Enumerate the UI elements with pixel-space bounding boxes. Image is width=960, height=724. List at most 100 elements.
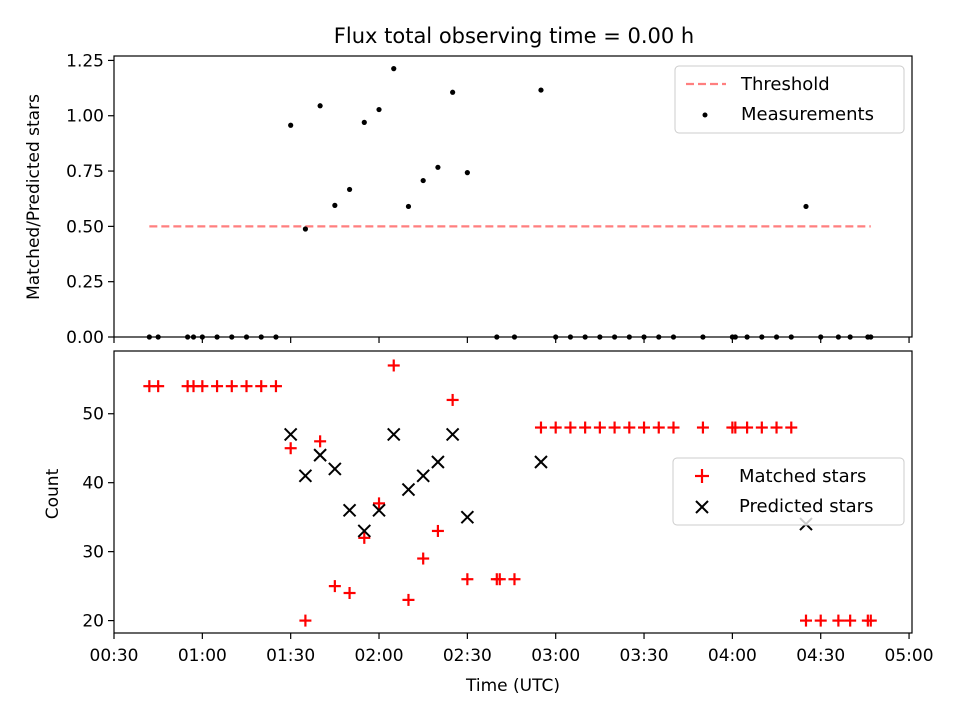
matched-star-point: [402, 593, 415, 606]
top-y-axis: 0.00 0.25 0.50 0.75 1.00 1.25: [66, 51, 114, 348]
predicted-star-point: [401, 482, 416, 497]
bottom-y-tick-label: 20: [82, 612, 104, 632]
predicted-star-point: [460, 510, 475, 524]
matched-star-point: [328, 580, 341, 593]
predicted-star-point: [416, 469, 430, 483]
bottom-y-tick-label: 30: [82, 543, 104, 563]
matched-star-point: [608, 421, 621, 434]
matched-star-point: [255, 380, 268, 393]
measurement-point: [464, 170, 470, 176]
measurements-legend-marker: [702, 112, 708, 118]
top-panel: 0.00 0.25 0.50 0.75 1.00 1.25 Matched/Predict…: [24, 51, 913, 348]
measurement-point: [803, 203, 809, 210]
matched-star-point: [564, 421, 577, 434]
matched-star-point: [593, 421, 606, 434]
matched-star-point: [755, 421, 768, 434]
matched-star-point: [864, 614, 877, 627]
measurement-point: [391, 66, 397, 72]
measurement-point: [288, 122, 294, 128]
matched-star-point: [770, 421, 783, 434]
measurement-point: [361, 119, 367, 125]
predicted-star-point: [283, 427, 298, 442]
bottom-x-tick-label: 04:00: [708, 646, 757, 666]
matched-star-point: [729, 421, 742, 434]
measurement-point: [302, 226, 309, 232]
predicted-star-point: [357, 524, 372, 538]
predicted-star-point: [387, 427, 401, 442]
top-plot-frame: [113, 55, 913, 338]
matched-star-point: [299, 614, 312, 627]
predicted-star-point: [328, 462, 342, 476]
matched-star-point: [667, 421, 680, 434]
bottom-x-tick-label: 03:30: [620, 646, 669, 666]
measurement-point: [538, 87, 544, 93]
matched-star-point: [461, 573, 474, 586]
matched-legend-marker: [695, 469, 709, 483]
top-y-tick-label: 1.00: [66, 107, 104, 127]
top-y-tick-label: 0.00: [66, 328, 104, 348]
matched-star-point: [417, 552, 430, 565]
bottom-y-axis: 20 30 40 50: [82, 405, 114, 632]
top-y-tick-label: 0.50: [66, 217, 104, 237]
top-y-axis-label: Matched/Predicted stars: [24, 94, 44, 300]
matched-star-point: [549, 421, 562, 434]
top-legend-box: [674, 65, 905, 134]
matched-star-point: [225, 380, 238, 393]
matched-star-point: [211, 380, 224, 393]
bottom-x-tick-label: 02:30: [443, 646, 492, 666]
threshold-legend-label: Threshold: [740, 74, 830, 95]
bottom-x-axis-label: Time (UTC): [465, 676, 560, 696]
measurement-point: [332, 202, 338, 208]
bottom-legend-box: [672, 457, 905, 526]
matched-star-point: [358, 531, 371, 544]
matched-star-point: [343, 587, 356, 600]
matched-star-point: [799, 614, 812, 627]
measurement-point: [317, 103, 323, 109]
predicted-star-point: [431, 455, 445, 469]
bottom-legend: Matched stars Predicted stars: [672, 457, 905, 526]
predicted-star-point: [342, 503, 357, 517]
matched-star-point: [508, 573, 521, 586]
matched-star-point: [844, 614, 857, 627]
matched-star-point: [696, 421, 709, 434]
measurements-legend-label: Measurements: [741, 104, 874, 125]
predicted-star-point: [445, 427, 460, 442]
matched-star-point: [741, 421, 754, 434]
bottom-x-tick-label: 04:30: [796, 646, 845, 666]
predicted-star-point: [298, 469, 313, 483]
bottom-y-axis-label: Count: [43, 468, 63, 519]
predicted-star-point: [534, 455, 548, 469]
matched-star-point: [623, 421, 636, 434]
matched-star-point: [152, 380, 165, 393]
measurement-point: [405, 203, 412, 210]
measurement-point: [435, 164, 441, 170]
bottom-x-tick-label: 00:30: [90, 646, 139, 666]
matched-star-point: [638, 421, 651, 434]
top-y-tick-label: 1.25: [66, 51, 104, 71]
matched-star-point: [814, 614, 827, 627]
measurement-point: [376, 106, 382, 113]
matched-star-point: [785, 421, 798, 434]
matched-star-point: [269, 380, 282, 393]
predicted-star-point: [313, 448, 327, 462]
matched-star-point: [534, 421, 547, 434]
bottom-x-tick-label: 03:00: [531, 646, 580, 666]
top-legend: Threshold Measurements: [674, 65, 905, 134]
matched-legend-label: Matched stars: [739, 466, 866, 487]
bottom-x-tick-label: 01:00: [178, 646, 227, 666]
matched-star-point: [832, 614, 845, 627]
matched-star-point: [284, 442, 297, 455]
bottom-x-axis: 00:30 01:00 01:30 02:00 02:30 03:00 03:30 04:00…: [90, 633, 934, 666]
matched-star-point: [387, 359, 400, 372]
bottom-y-tick-label: 50: [82, 405, 104, 425]
predicted-legend-label: Predicted stars: [739, 496, 873, 517]
bottom-x-tick-label: 01:30: [266, 646, 315, 666]
top-x-ticks: [113, 337, 910, 343]
matched-star-point: [196, 380, 209, 393]
matched-star-point: [314, 435, 327, 448]
top-y-tick-label: 0.75: [66, 162, 104, 182]
measurement-point: [420, 177, 426, 184]
bottom-y-tick-label: 40: [82, 474, 104, 494]
matched-star-point: [493, 573, 506, 586]
